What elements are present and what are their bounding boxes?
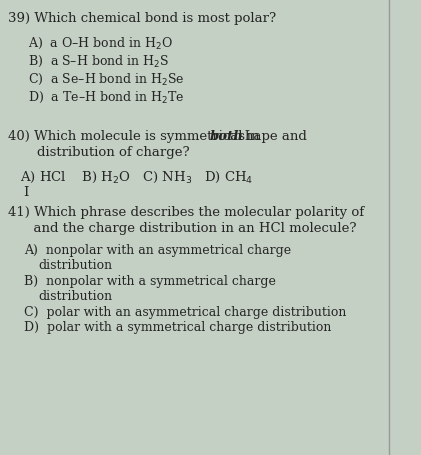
Text: distribution: distribution (38, 259, 112, 272)
Text: 39) Which chemical bond is most polar?: 39) Which chemical bond is most polar? (8, 12, 276, 25)
Text: D)  a Te–H bond in H$_2$Te: D) a Te–H bond in H$_2$Te (28, 90, 185, 105)
Text: 40) Which molecule is symmetrical in: 40) Which molecule is symmetrical in (8, 130, 264, 143)
Text: I: I (23, 186, 28, 199)
Text: 41) Which phrase describes the molecular polarity of: 41) Which phrase describes the molecular… (8, 206, 364, 219)
Text: A) HCl    B) H$_2$O   C) NH$_3$   D) CH$_4$: A) HCl B) H$_2$O C) NH$_3$ D) CH$_4$ (20, 170, 253, 185)
Text: A)  nonpolar with an asymmetrical charge: A) nonpolar with an asymmetrical charge (24, 244, 291, 257)
Text: C)  polar with an asymmetrical charge distribution: C) polar with an asymmetrical charge dis… (24, 306, 346, 319)
Text: A)  a O–H bond in H$_2$O: A) a O–H bond in H$_2$O (28, 36, 173, 51)
Text: B)  a S–H bond in H$_2$S: B) a S–H bond in H$_2$S (28, 54, 169, 69)
Text: distribution of charge?: distribution of charge? (20, 146, 189, 159)
Text: D)  polar with a symmetrical charge distribution: D) polar with a symmetrical charge distr… (24, 321, 331, 334)
Text: both: both (210, 130, 244, 143)
Text: distribution: distribution (38, 290, 112, 303)
Text: B)  nonpolar with a symmetrical charge: B) nonpolar with a symmetrical charge (24, 275, 276, 288)
Text: and the charge distribution in an HCl molecule?: and the charge distribution in an HCl mo… (8, 222, 357, 235)
Text: C)  a Se–H bond in H$_2$Se: C) a Se–H bond in H$_2$Se (28, 72, 185, 87)
Text: shape and: shape and (234, 130, 307, 143)
